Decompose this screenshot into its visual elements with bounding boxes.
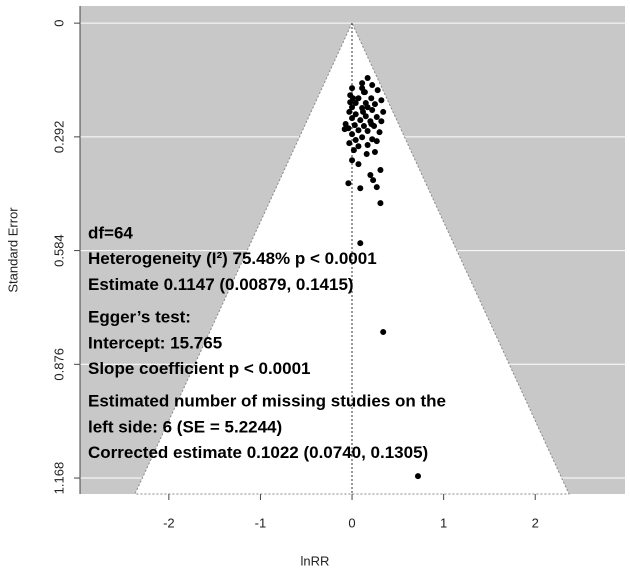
point <box>371 101 378 108</box>
point <box>360 108 367 115</box>
y-tick-label: 0.876 <box>51 348 66 381</box>
point <box>349 157 356 164</box>
point <box>378 97 385 104</box>
annotation: Corrected estimate 0.1022 (0.0740, 0.130… <box>88 443 428 462</box>
point <box>373 113 380 120</box>
x-axis-label: lnRR <box>301 553 330 568</box>
point <box>345 180 352 187</box>
point <box>347 92 354 99</box>
point <box>355 161 362 168</box>
y-tick-label: 0.292 <box>51 121 66 154</box>
annotation: Slope coefficient p < 0.0001 <box>88 359 311 378</box>
point <box>341 126 348 133</box>
annotation: df=64 <box>88 223 133 242</box>
point <box>346 108 353 115</box>
point <box>369 82 376 89</box>
point <box>364 128 371 135</box>
point <box>359 80 366 87</box>
point <box>369 106 376 113</box>
point <box>364 104 371 111</box>
point <box>357 117 364 124</box>
point <box>363 150 370 157</box>
y-tick-label: 0.584 <box>51 234 66 267</box>
point <box>364 142 371 149</box>
point <box>347 99 354 106</box>
point <box>373 138 380 145</box>
x-tick-label: -2 <box>163 515 175 530</box>
point <box>380 108 387 115</box>
point <box>368 121 375 128</box>
point <box>359 134 366 141</box>
annotation: left side: 6 (SE = 5.2244) <box>88 417 282 436</box>
y-axis-label: Standard Error <box>5 207 20 293</box>
point <box>349 131 356 138</box>
point <box>355 143 362 150</box>
x-tick-label: 1 <box>440 515 447 530</box>
point <box>371 149 378 156</box>
annotation: Heterogeneity (I²) 75.48% p < 0.0001 <box>88 249 377 268</box>
funnel <box>134 21 570 495</box>
point <box>357 185 364 192</box>
x-tick-label: -1 <box>255 515 267 530</box>
point <box>376 129 383 136</box>
point <box>414 473 421 480</box>
point <box>378 118 385 125</box>
point <box>352 111 359 118</box>
annotation: Intercept: 15.765 <box>88 333 222 352</box>
point <box>364 75 371 82</box>
point <box>369 136 376 143</box>
y-tick-label: 1.168 <box>51 462 66 495</box>
point <box>361 89 368 96</box>
point <box>367 172 374 179</box>
point <box>374 87 381 94</box>
point <box>355 127 362 134</box>
point <box>380 328 387 335</box>
point <box>349 104 356 111</box>
annotation: Estimate 0.1147 (0.00879, 0.1415) <box>88 275 354 294</box>
x-tick-label: 0 <box>348 515 355 530</box>
annotation: Egger’s test: <box>88 308 191 327</box>
point <box>360 122 367 129</box>
point <box>351 122 358 129</box>
y-tick-label: 0 <box>51 20 66 27</box>
x-tick-label: 2 <box>532 515 539 530</box>
point <box>362 113 369 120</box>
point <box>355 95 362 102</box>
point <box>352 99 359 106</box>
point <box>377 200 384 207</box>
point <box>349 115 356 122</box>
point <box>368 95 375 102</box>
point <box>346 140 353 147</box>
point <box>342 121 349 128</box>
point <box>352 136 359 143</box>
point <box>370 177 377 184</box>
point <box>349 85 356 92</box>
point <box>357 240 364 247</box>
point <box>373 184 380 191</box>
point <box>350 147 357 154</box>
point <box>377 166 384 173</box>
annotation: Estimated number of missing studies on t… <box>88 392 446 411</box>
